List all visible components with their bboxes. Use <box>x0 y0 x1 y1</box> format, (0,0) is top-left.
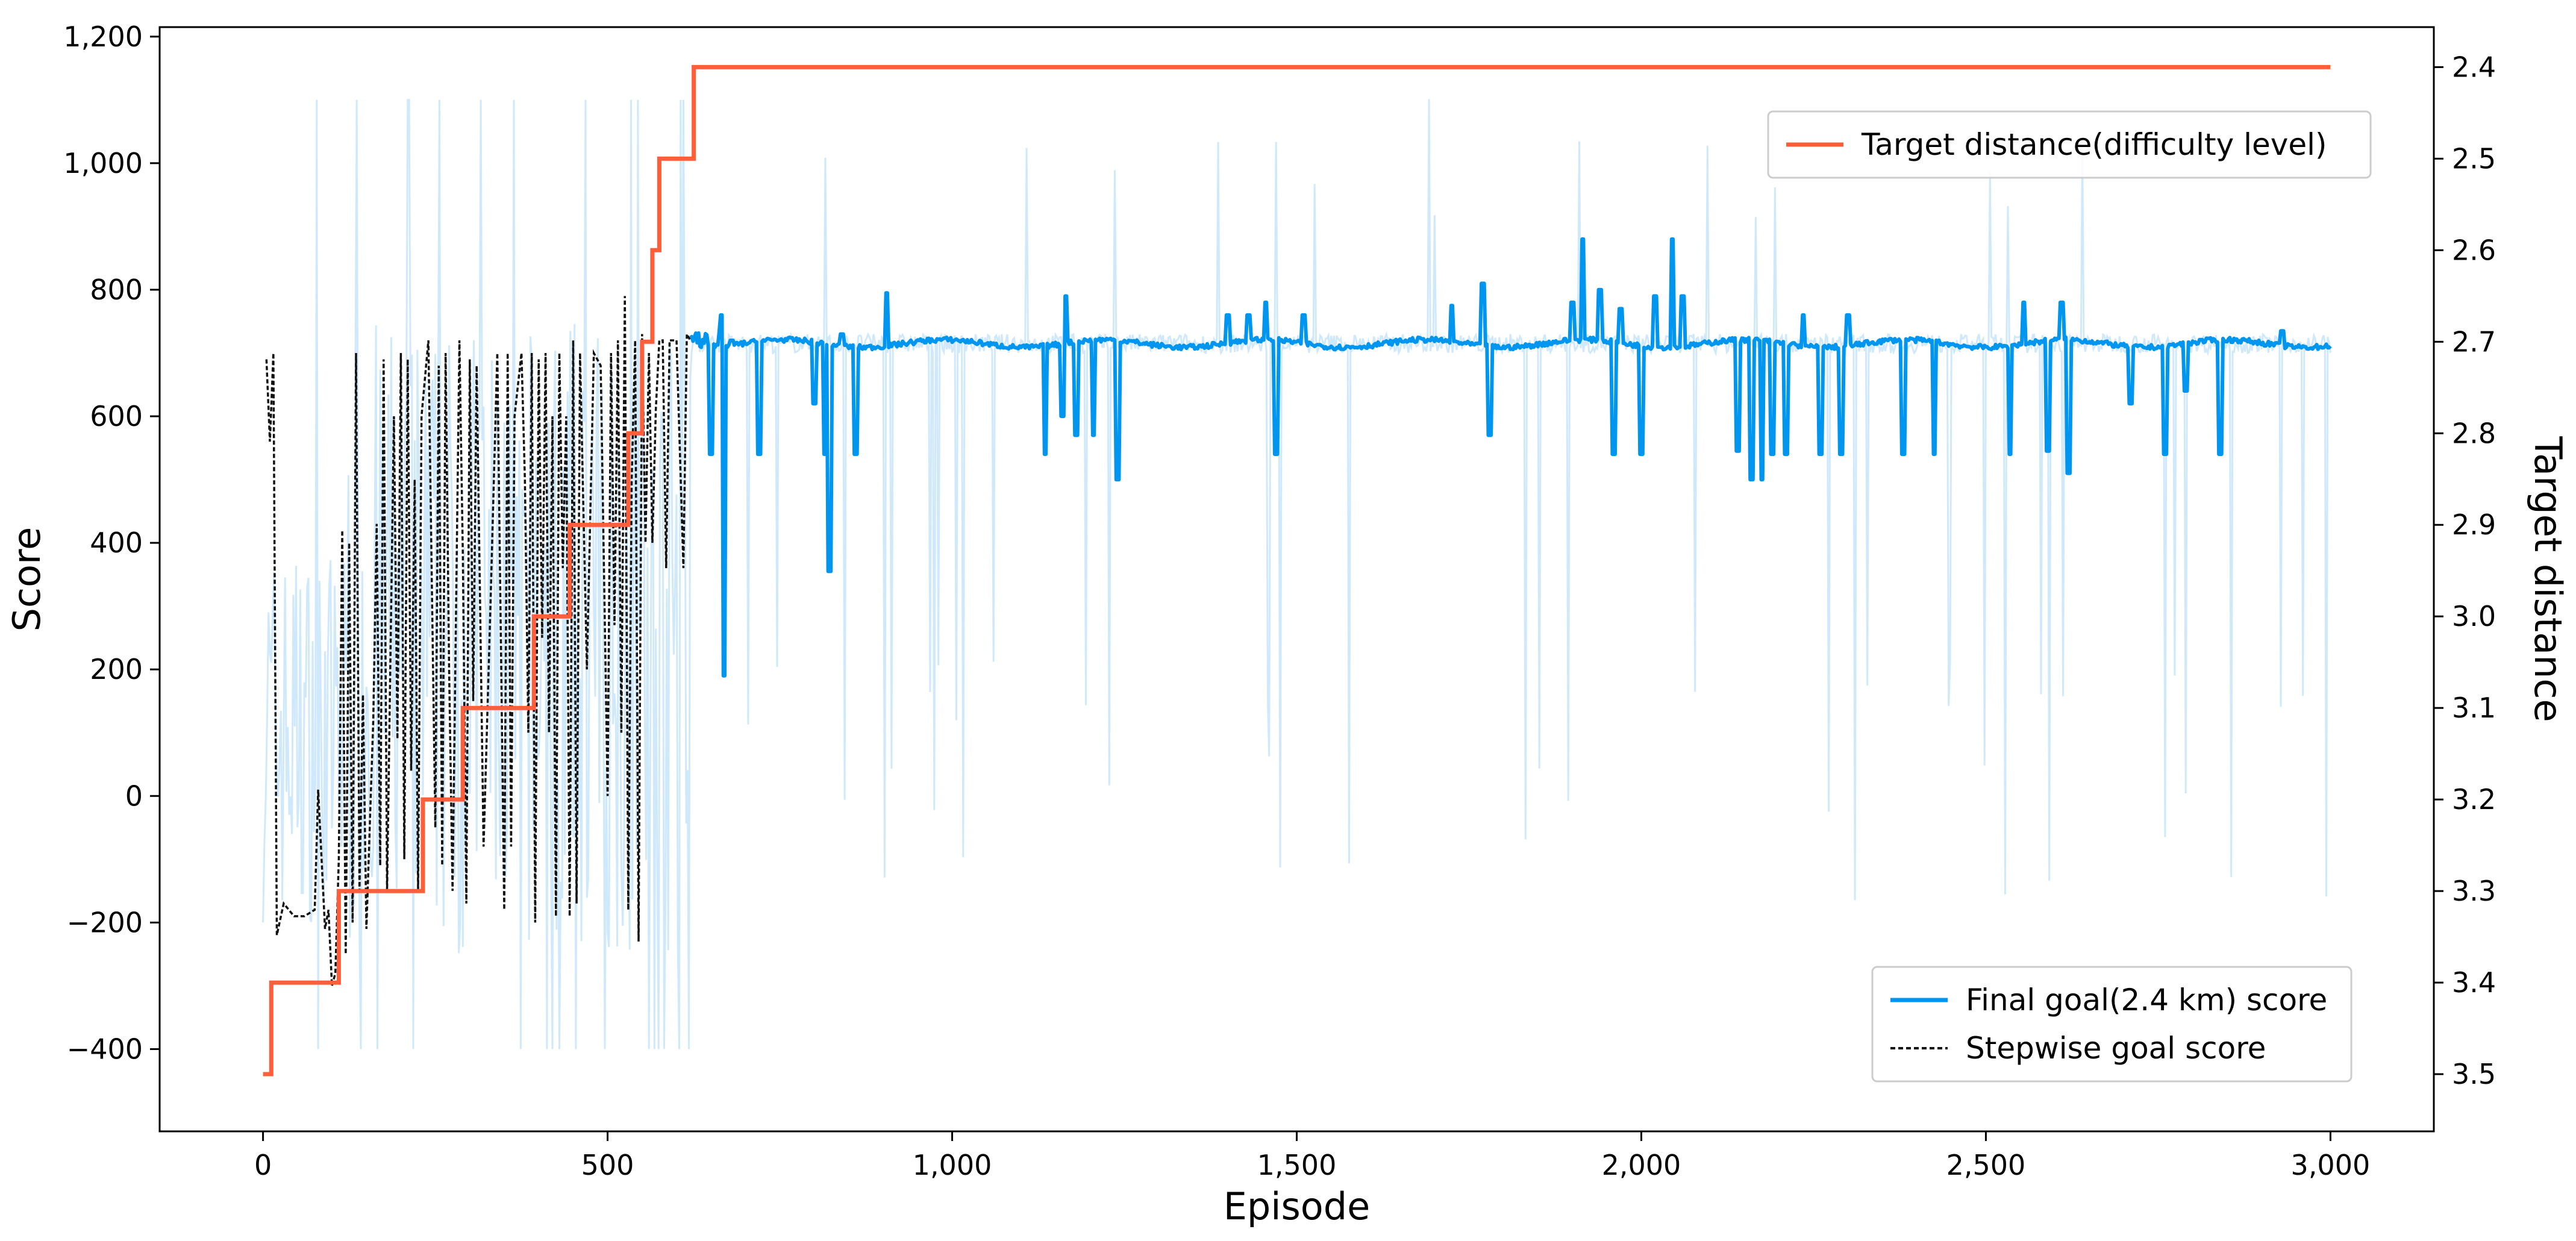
y-axis-target-distance: 2.4 2.5 2.6 2.7 2.8 2.9 3.0 3.1 3.2 3.3 3.4 3.5 <box>2434 51 2496 1090</box>
x-axis: 0 500 1,000 1,500 2,000 2,500 3,000 <box>254 1131 2370 1181</box>
legend-label: Stepwise goal score <box>1966 1031 2266 1066</box>
y-tick-label: 1,000 <box>63 147 143 180</box>
x-tick-label: 500 <box>581 1149 634 1181</box>
y2-tick-label: 2.5 <box>2452 142 2496 175</box>
y-tick-label: −200 <box>67 906 143 939</box>
legend-label: Target distance(difficulty level) <box>1861 127 2327 162</box>
y-axis-title: Score <box>5 527 49 632</box>
raw-score-layer <box>262 99 2331 1049</box>
x-axis-title: Episode <box>1224 1184 1371 1228</box>
series-line-target-distance <box>263 64 2331 1077</box>
y2-tick-label: 3.4 <box>2452 966 2496 999</box>
y-tick-label: 1,200 <box>63 20 143 53</box>
series-line-stepwise-goal-score <box>265 296 692 986</box>
x-tick-label: 1,000 <box>913 1149 992 1181</box>
x-tick-label: 2,000 <box>1602 1149 1681 1181</box>
series-layer <box>263 64 2332 1077</box>
y-tick-label: 200 <box>90 653 143 686</box>
y2-tick-label: 2.9 <box>2452 508 2496 541</box>
legend-target-distance: Target distance(difficulty level) <box>1767 110 2372 179</box>
x-tick-label: 1,500 <box>1257 1149 1337 1181</box>
y2-tick-label: 2.4 <box>2452 51 2496 83</box>
y2-axis-title: Target distance <box>2526 436 2570 722</box>
legend-scores: Final goal(2.4 km) score Stepwise goal sc… <box>1871 966 2352 1083</box>
y2-tick-label: 3.3 <box>2452 875 2496 907</box>
y-tick-label: 0 <box>125 780 143 812</box>
y2-tick-label: 3.2 <box>2452 783 2496 816</box>
y-axis-score: −400 −200 0 200 400 600 800 1,000 1,200 <box>63 20 160 1065</box>
y-tick-label: 600 <box>90 400 143 433</box>
x-tick-label: 0 <box>254 1149 272 1181</box>
y-tick-label: −400 <box>67 1033 143 1065</box>
x-tick-label: 3,000 <box>2291 1149 2371 1181</box>
y-tick-label: 400 <box>90 527 143 559</box>
y2-tick-label: 2.6 <box>2452 234 2496 266</box>
legend-label: Final goal(2.4 km) score <box>1966 983 2327 1017</box>
x-tick-label: 2,500 <box>1946 1149 2026 1181</box>
y2-tick-label: 2.8 <box>2452 417 2496 449</box>
series-line-final-goal-raw <box>262 99 2331 1049</box>
y2-tick-label: 3.5 <box>2452 1058 2496 1090</box>
y2-tick-label: 3.1 <box>2452 692 2496 724</box>
legend-box <box>1871 966 2352 1083</box>
y2-tick-label: 2.7 <box>2452 325 2496 358</box>
y-tick-label: 800 <box>90 274 143 306</box>
plot-frame <box>158 26 2435 1133</box>
series-line-final-goal-score <box>689 237 2332 678</box>
legend-box <box>1767 110 2372 179</box>
y2-tick-label: 3.0 <box>2452 600 2496 633</box>
